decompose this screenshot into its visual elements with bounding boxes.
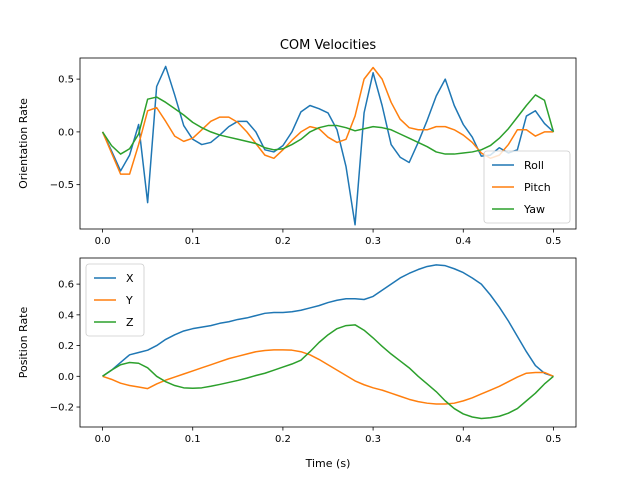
y-axis-label: Orientation Rate [17, 98, 30, 189]
legend-label-pitch: Pitch [524, 181, 551, 194]
x-tick-label: 0.3 [365, 236, 381, 247]
x-tick-label: 0.3 [365, 434, 381, 445]
figure-title: COM Velocities [280, 38, 377, 53]
y-tick-label: −0.5 [50, 180, 74, 191]
legend-label-x: X [126, 272, 134, 285]
x-tick-label: 0.5 [546, 434, 562, 445]
x-tick-label: 0.2 [275, 236, 291, 247]
x-tick-label: 0.0 [95, 236, 111, 247]
series-line-z [102, 324, 554, 420]
series-line-y [102, 349, 554, 405]
legend-label-yaw: Yaw [523, 203, 545, 216]
x-tick-label: 0.0 [95, 434, 111, 445]
orientation-rate-subplot: 0.0 0.1 0.2 0.3 0.4 0.5 −0.5 0.0 0.5 Orientation … [17, 57, 577, 247]
legend-label-roll: Roll [524, 159, 544, 172]
legend-label-z: Z [126, 316, 134, 329]
x-tick-label: 0.2 [275, 434, 291, 445]
y-tick-label: 0.0 [58, 372, 74, 383]
y-tick-label: 0.6 [58, 280, 74, 291]
y-tick-label: 0.4 [58, 310, 74, 321]
axes-frame [79, 257, 577, 428]
series-line-x [102, 264, 554, 378]
y-tick-label: 0.0 [58, 127, 74, 138]
y-tick-label: 0.2 [58, 341, 74, 352]
x-tick-label: 0.1 [185, 236, 201, 247]
x-tick-label: 0.4 [455, 236, 471, 247]
x-tick-label: 0.5 [546, 236, 562, 247]
y-axis-label: Position Rate [17, 307, 30, 379]
x-tick-label: 0.4 [455, 434, 471, 445]
position-rate-subplot: 0.0 0.1 0.2 0.3 0.4 0.5 −0.2 0.0 0.2 0.4 0.6 Positi… [17, 257, 577, 470]
y-tick-label: 0.5 [58, 75, 74, 86]
x-tick-label: 0.1 [185, 434, 201, 445]
axes-frame [79, 57, 577, 230]
y-tick-label: −0.2 [50, 403, 74, 414]
series-line-yaw [101, 94, 555, 155]
series-line-pitch [101, 66, 554, 175]
x-axis-label: Time (s) [305, 457, 351, 470]
legend-label-y: Y [125, 294, 133, 307]
legend-box [483, 150, 571, 224]
